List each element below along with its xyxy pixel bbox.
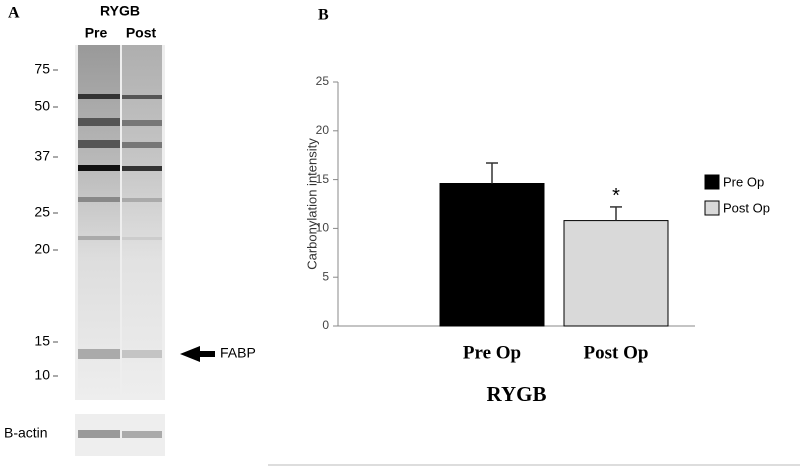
- marker-label: 20: [34, 241, 50, 257]
- y-tick-label: 20: [316, 123, 330, 137]
- lane-label: Pre: [85, 25, 108, 41]
- loading-label: B-actin: [4, 425, 48, 441]
- legend-swatch: [704, 200, 720, 216]
- marker-label: 10: [34, 367, 50, 383]
- error-bar: [486, 162, 498, 184]
- y-tick-label: 25: [316, 74, 330, 88]
- band-label: FABP: [220, 345, 256, 361]
- bar: [563, 220, 669, 327]
- y-tick-label: 10: [316, 221, 330, 235]
- marker-label: 15: [34, 333, 50, 349]
- error-bar: [610, 206, 622, 221]
- marker-label: 37: [34, 148, 50, 164]
- y-axis-label: Carbonylation intensity: [304, 138, 319, 270]
- lane-label: Post: [126, 25, 157, 41]
- x-tick-label: Post Op: [584, 342, 649, 363]
- arrow: [180, 346, 215, 362]
- marker-label: 50: [34, 98, 50, 114]
- y-tick-label: 5: [322, 269, 329, 283]
- panel-label: B: [318, 7, 329, 24]
- blot-header: RYGB: [100, 3, 140, 19]
- marker-label: 25: [34, 204, 50, 220]
- bar: [439, 183, 545, 327]
- panel-label: A: [8, 5, 20, 22]
- x-axis-label: RYGB: [487, 382, 547, 406]
- y-tick-label: 0: [322, 318, 329, 332]
- legend-swatch: [704, 174, 720, 190]
- annotation: *: [612, 185, 620, 207]
- x-tick-label: Pre Op: [463, 342, 521, 363]
- marker-label: 75: [34, 61, 50, 77]
- legend-label: Post Op: [723, 200, 770, 215]
- legend-label: Pre Op: [723, 174, 764, 189]
- y-tick-label: 15: [316, 172, 330, 186]
- blot: [75, 45, 165, 456]
